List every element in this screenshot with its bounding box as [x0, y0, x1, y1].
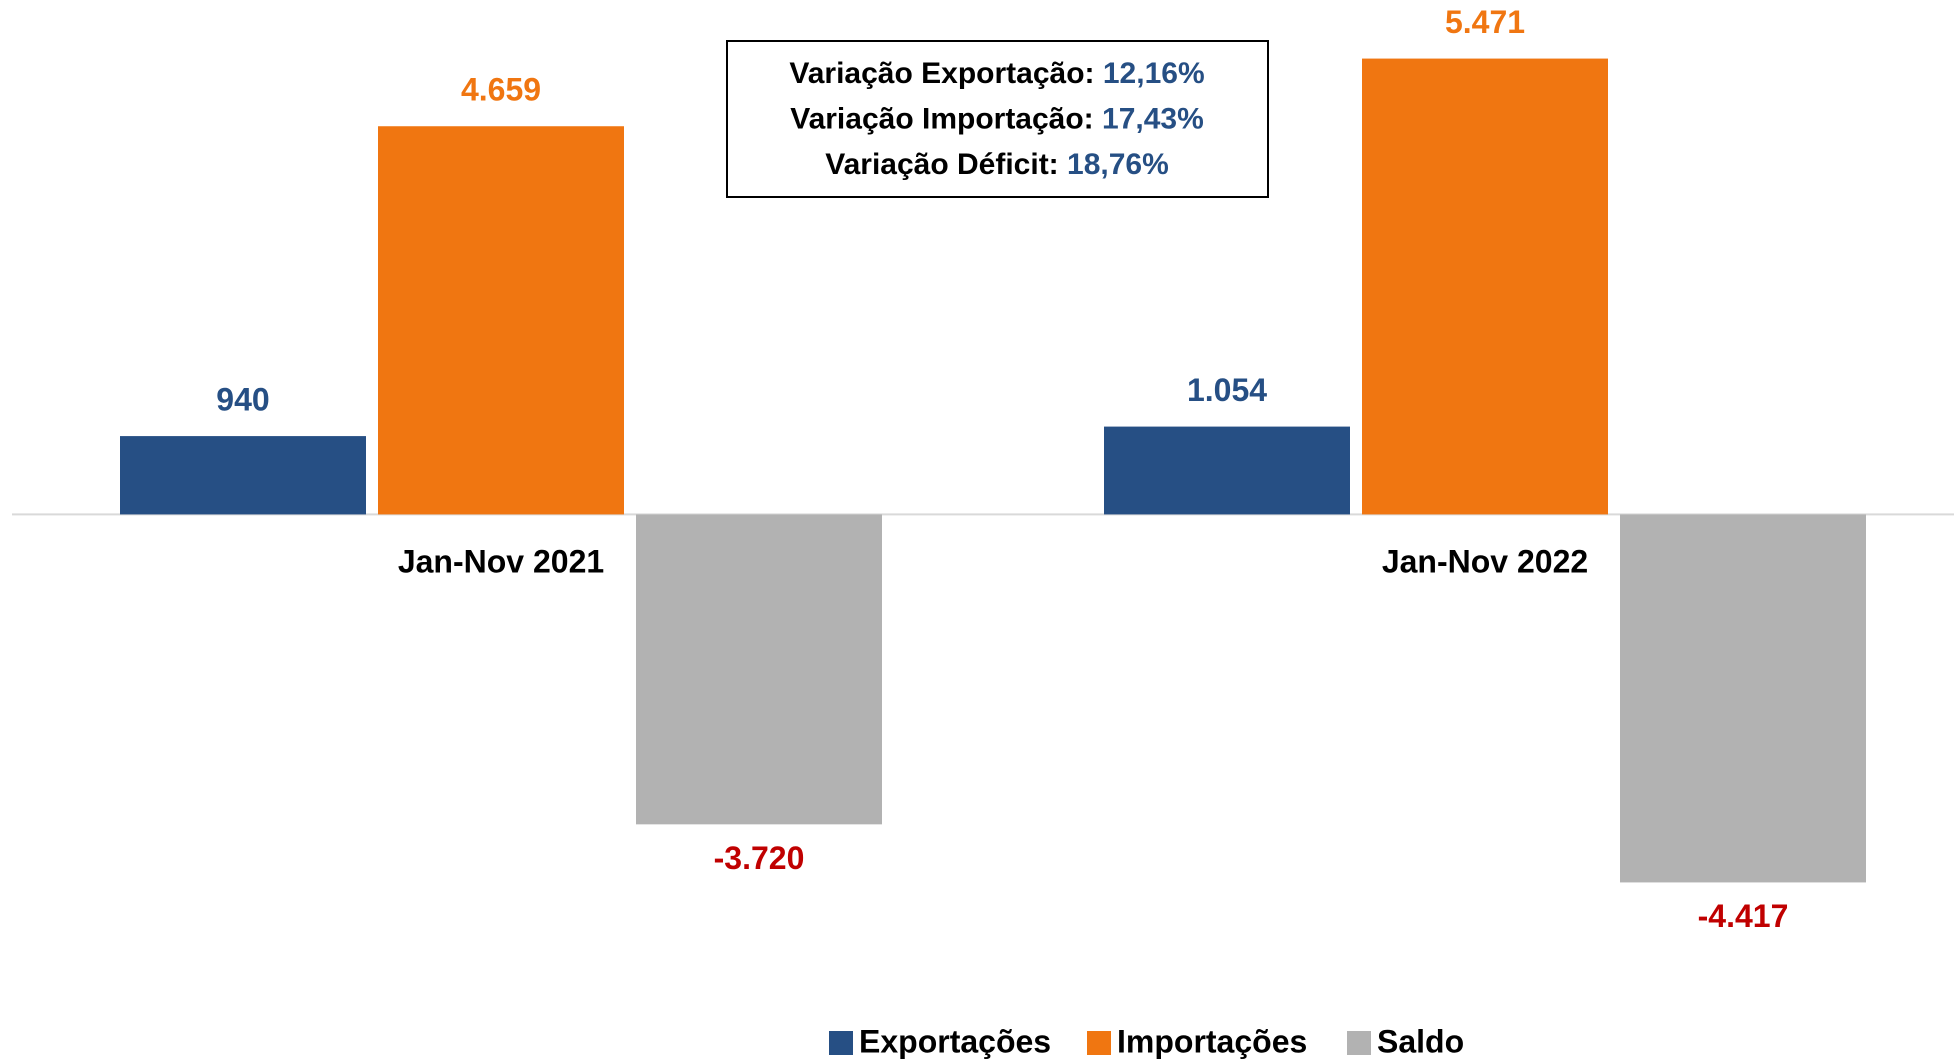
annotation-box [726, 40, 1269, 198]
bar [378, 126, 624, 515]
annotation-value: 18,76% [1067, 148, 1169, 181]
bar [636, 514, 882, 825]
value-label: -4.417 [1698, 898, 1789, 934]
annotation: Variação Importação: 17,43% [790, 102, 1204, 135]
annotation-label: Variação Importação: [790, 102, 1093, 135]
category-label: Jan-Nov 2022 [1382, 543, 1588, 579]
value-label: 5.471 [1445, 4, 1525, 40]
legend-label: Exportações [859, 1023, 1051, 1059]
category-label: Jan-Nov 2021 [398, 543, 604, 579]
annotation-value: 17,43% [1102, 102, 1204, 135]
value-label: 4.659 [461, 72, 541, 108]
legend-swatch [829, 1031, 853, 1055]
value-label: 940 [216, 382, 269, 418]
bar [120, 436, 366, 515]
annotation: Variação Exportação: 12,16% [789, 57, 1204, 90]
annotation-label: Variação Exportação: [789, 57, 1094, 90]
legend-swatch [1087, 1031, 1111, 1055]
bar [1362, 58, 1608, 515]
annotation: Variação Déficit: 18,76% [825, 148, 1169, 181]
annotation-label: Variação Déficit: [825, 148, 1058, 181]
legend-label: Saldo [1377, 1023, 1464, 1059]
legend-swatch [1347, 1031, 1371, 1055]
bar [1104, 426, 1350, 515]
legend-label: Importações [1117, 1023, 1307, 1059]
value-label: -3.720 [714, 840, 805, 876]
annotation-value: 12,16% [1103, 57, 1205, 90]
value-label: 1.054 [1187, 372, 1267, 408]
bar [1620, 514, 1866, 883]
